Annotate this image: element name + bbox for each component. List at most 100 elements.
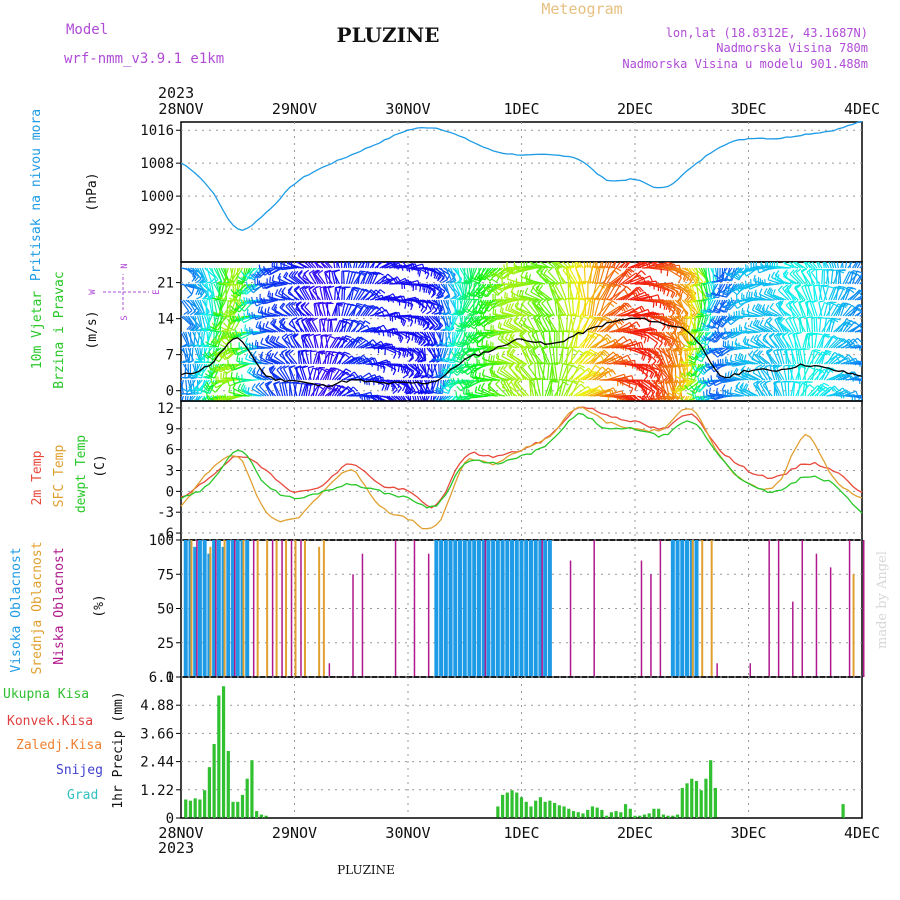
wind-barb-flag xyxy=(434,328,441,331)
wind-barb-flag xyxy=(198,279,205,284)
wind-barb-flag xyxy=(253,313,257,320)
wind-barb-flag xyxy=(421,375,428,378)
wind-barb-flag xyxy=(225,278,232,283)
wind-barb xyxy=(193,363,201,377)
wind-barb xyxy=(622,286,638,301)
wind-barb xyxy=(627,270,642,285)
wind-barb xyxy=(611,354,629,365)
wind-barb-flag xyxy=(471,276,477,281)
wind-barb xyxy=(314,303,319,317)
wind-barb xyxy=(729,267,735,282)
watermark: made by Angel xyxy=(875,551,890,649)
wind-barb xyxy=(684,315,686,334)
wind-barb-flag xyxy=(264,334,270,341)
wind-barb xyxy=(730,392,744,397)
wind-barb-flag xyxy=(232,315,236,322)
wind-barb-flag xyxy=(531,331,537,336)
wind-barb-flag xyxy=(207,314,214,316)
wind-barb-flag xyxy=(673,409,678,412)
wind-barb xyxy=(407,395,411,401)
wind-barb-flag xyxy=(783,271,788,277)
wind-barb xyxy=(423,347,427,361)
wind-barb-flag xyxy=(755,381,761,387)
wind-barb-flag xyxy=(228,326,235,332)
wind-barb-flag xyxy=(195,358,202,362)
wind-barb-flag xyxy=(719,302,724,309)
wind-barb-flag xyxy=(537,268,543,274)
wind-barb xyxy=(618,379,637,386)
wind-barb xyxy=(823,317,828,333)
wind-barb-flag xyxy=(464,351,469,357)
wind-barb-flag xyxy=(491,270,496,277)
wind-barb-flag xyxy=(272,336,277,343)
wind-barb-flag xyxy=(643,411,648,415)
wind-barb-flag xyxy=(397,387,402,393)
wind-barb xyxy=(648,315,666,327)
wind-barb-flag xyxy=(353,286,360,290)
wind-barb-flag xyxy=(271,275,275,282)
wind-barb-flag xyxy=(459,383,465,390)
wind-barb xyxy=(817,262,823,269)
wind-barb-flag xyxy=(234,329,238,336)
wind-barb xyxy=(574,262,577,269)
wind-barb-flag xyxy=(680,397,684,401)
wind-barb xyxy=(226,395,243,401)
station-title: PLUZINE xyxy=(337,23,440,47)
wind-barb xyxy=(570,364,580,381)
wind-barb-flag xyxy=(746,283,751,290)
wind-barb-flag xyxy=(418,319,421,326)
wind-barb xyxy=(393,299,407,304)
wind-barb xyxy=(762,336,773,349)
wind-barb xyxy=(312,367,317,381)
wind-barb xyxy=(823,336,833,349)
wind-barb-flag xyxy=(277,287,283,294)
wind-barb xyxy=(201,395,206,401)
wind-barb-flag xyxy=(445,326,452,330)
wind-barb xyxy=(456,395,472,399)
wind-barb xyxy=(651,331,669,342)
wind-barb xyxy=(591,282,598,301)
wind-barb xyxy=(574,283,582,301)
wind-barb-flag xyxy=(688,363,695,366)
wind-barb-flag xyxy=(566,265,572,270)
wind-barb-flag xyxy=(219,364,223,371)
wind-barb-flag xyxy=(716,323,723,328)
wind-barb xyxy=(601,342,620,349)
wind-barb xyxy=(785,304,797,317)
wind-barb xyxy=(314,287,319,301)
wind-barb-flag xyxy=(484,300,488,307)
wind-barb xyxy=(566,267,572,285)
wind-barb-flag xyxy=(442,360,449,363)
wind-barb-flag xyxy=(258,321,262,328)
wind-barb-flag xyxy=(443,296,450,300)
wind-barb-flag xyxy=(492,308,495,315)
wind-barb xyxy=(256,373,269,381)
wind-barb-flag xyxy=(318,255,322,260)
wind-barb xyxy=(725,378,740,381)
wind-barb-flag xyxy=(250,284,255,291)
wind-barb-flag xyxy=(735,381,741,388)
wind-barb xyxy=(452,331,461,346)
wind-barb xyxy=(192,299,200,313)
wind-barb xyxy=(372,347,386,350)
wind-barb xyxy=(187,299,196,312)
wind-barb xyxy=(752,309,766,317)
wind-barb-flag xyxy=(371,357,376,363)
wind-barb-flag xyxy=(483,306,490,312)
wind-barb-flag xyxy=(556,266,562,271)
wind-barb xyxy=(587,298,592,317)
wind-barb-flag xyxy=(324,255,328,259)
wind-barb-flag xyxy=(279,302,285,308)
wind-barb-flag xyxy=(436,359,443,362)
wind-barb xyxy=(795,334,802,349)
wind-barb-flag xyxy=(285,301,291,307)
wind-barb-flag xyxy=(706,309,713,314)
wind-barb-flag xyxy=(281,287,286,293)
wind-barb xyxy=(804,381,808,397)
wind-barb-flag xyxy=(263,282,267,289)
wind-barb-flag xyxy=(475,375,478,382)
wind-barb xyxy=(284,354,295,365)
wind-barb xyxy=(502,299,520,304)
wind-barb-flag xyxy=(408,266,411,273)
